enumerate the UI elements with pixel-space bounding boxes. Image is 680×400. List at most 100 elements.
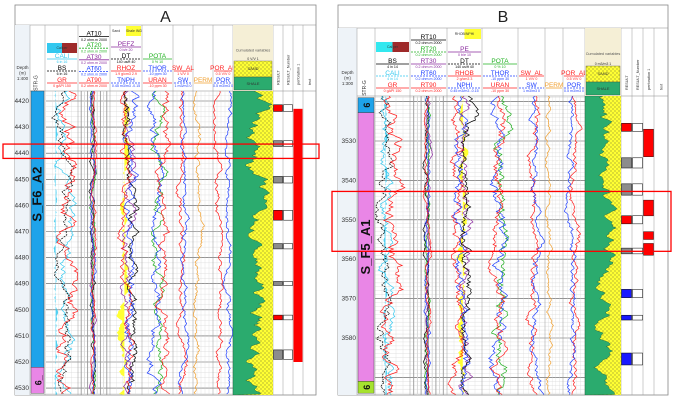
crossover-fill <box>116 91 131 395</box>
track-header: PERM <box>194 77 213 84</box>
curve-name: AT20 <box>86 42 101 49</box>
depth-header-line: Depth <box>16 65 29 70</box>
header-box-label: RHOB/NPHI <box>455 32 474 36</box>
result-number-block <box>283 314 293 321</box>
header-box-label: Sand <box>112 29 120 33</box>
log-curve-at60 <box>88 91 97 395</box>
shale-fill <box>232 91 273 395</box>
curve-scale: 0.45 m3/m3 -0.15 <box>450 89 478 93</box>
track-header: PERM <box>545 82 564 89</box>
zone-block <box>357 381 375 394</box>
curve-name: PE <box>460 46 469 53</box>
log-curve-at10 <box>88 91 96 395</box>
log-curve-pota <box>491 96 514 395</box>
curve-name: AT30 <box>86 54 101 61</box>
depth-header-line: Depth <box>341 70 354 75</box>
curve-scale: 1 V/V 0 <box>526 77 538 81</box>
curve-name: PERM <box>545 82 564 89</box>
log-curve-sw <box>528 96 545 395</box>
log-curve-pefz <box>119 91 138 395</box>
result-column-header: RESULT <box>277 70 281 85</box>
header-box-label-right: Shale IND <box>126 29 142 33</box>
depth-tick-label: 4440 <box>15 150 30 157</box>
header-box-right <box>126 26 141 36</box>
curve-name: RT10 <box>421 34 437 41</box>
result-number-block <box>283 104 293 112</box>
crossover-fill <box>456 96 469 395</box>
log-curve-pota <box>150 91 169 395</box>
depth-tick-label: 3580 <box>342 335 357 342</box>
curve-scale: 1.9 g/cm3 2.9 <box>115 72 137 76</box>
lithology-header: Cumulated variables 0 V/V 1 SAND SHALE <box>233 25 273 91</box>
result-number-block <box>283 349 293 360</box>
curve-name: THOR <box>491 70 510 77</box>
depth-tick-label: 4480 <box>15 255 30 262</box>
sand-label: SAND <box>247 66 258 71</box>
result-block <box>621 352 632 366</box>
curve-scale: 0 gAPI 150 <box>384 89 402 93</box>
curve-scale: 0.2 ohm.m 2000 <box>81 49 107 53</box>
curve-scale: 4 in 14 <box>387 65 398 69</box>
depth-header: Depth (m) 1:400 <box>16 65 29 81</box>
result-block <box>273 104 283 112</box>
curve-name: POR_AL <box>210 65 236 72</box>
log-curve-uran <box>487 96 508 395</box>
curve-scale: 0.5 m3/m3 0 <box>564 89 584 93</box>
result-column-header: perforation 1 <box>297 64 301 85</box>
depth-tick-label: 4470 <box>15 229 30 236</box>
header-box-right <box>392 42 409 52</box>
curve-name: TNPH <box>117 77 135 84</box>
zone-label: S_F6_A2 <box>30 167 45 222</box>
curve-name: GR <box>388 82 398 89</box>
curve-scale: 0.2 ohm.m 2000 <box>416 65 442 69</box>
curve-scale: 0.2 ohm.m 2000 <box>416 89 442 93</box>
depth-header-line: (m) <box>19 71 26 76</box>
curve-name: PERM <box>194 77 213 84</box>
curve-scale: 0.2 ohm.m 2000 <box>81 38 107 42</box>
lithology-header: Cumulated variables 0 m3/m3 1 SAND SHALE <box>585 28 621 96</box>
depth-column <box>338 28 357 395</box>
log-panel-B: B Depth (m) 1:300 STR-G 3530 3540 3550 3560 3570 3… <box>331 4 672 396</box>
curve-name: POR_AL <box>561 70 587 77</box>
curves <box>375 96 621 395</box>
curve-scale: -10 ppm 30 <box>148 84 166 88</box>
result-block <box>621 123 632 132</box>
depth-tick-label: 4420 <box>15 98 30 105</box>
panel-title: A <box>160 9 171 26</box>
log-panel-A: A Depth (m) 1:400 STR-G 4420 4430 4440 4450 4460 4… <box>2 4 320 396</box>
shale-fill <box>584 96 618 395</box>
curve-scale: 0 gAPI 150 <box>53 84 71 88</box>
curve-scale: 0.5 V/V 0 <box>216 72 231 76</box>
curve-scale: 6 in 16 <box>57 72 68 76</box>
curve-name: RT30 <box>421 58 437 65</box>
curve-name: GR <box>57 77 67 84</box>
curve-scale: 0.5 m3/m3 0 <box>213 84 233 88</box>
result-block <box>273 243 283 250</box>
zone-label: 6_ <box>34 374 44 385</box>
curve-scale: -10 ppm 30 <box>491 77 509 81</box>
depth-tick-label: 4530 <box>15 385 30 392</box>
zone-block <box>30 90 45 368</box>
log-curve-thor <box>146 91 165 395</box>
result-number-block <box>632 215 643 225</box>
caliper-fill <box>53 91 59 395</box>
result-number-block <box>632 157 643 169</box>
log-curve-at90 <box>90 91 98 395</box>
curve-name: SW_AL <box>520 70 542 77</box>
log-curve-rt60 <box>423 96 432 395</box>
header-box-label: Caliper <box>56 46 68 50</box>
curve-scale: 0 % 10 <box>152 60 163 64</box>
curve-name: BS <box>58 65 67 72</box>
result-column-header: RESULT_Number <box>636 59 640 90</box>
curve-name: POR <box>216 77 230 84</box>
curve-name: SW_AL <box>172 65 194 72</box>
log-curve-bs <box>51 91 74 395</box>
header-box-label: Caliper <box>387 45 399 49</box>
log-curve-gr <box>55 91 79 395</box>
zone-label: 6 <box>362 385 372 390</box>
